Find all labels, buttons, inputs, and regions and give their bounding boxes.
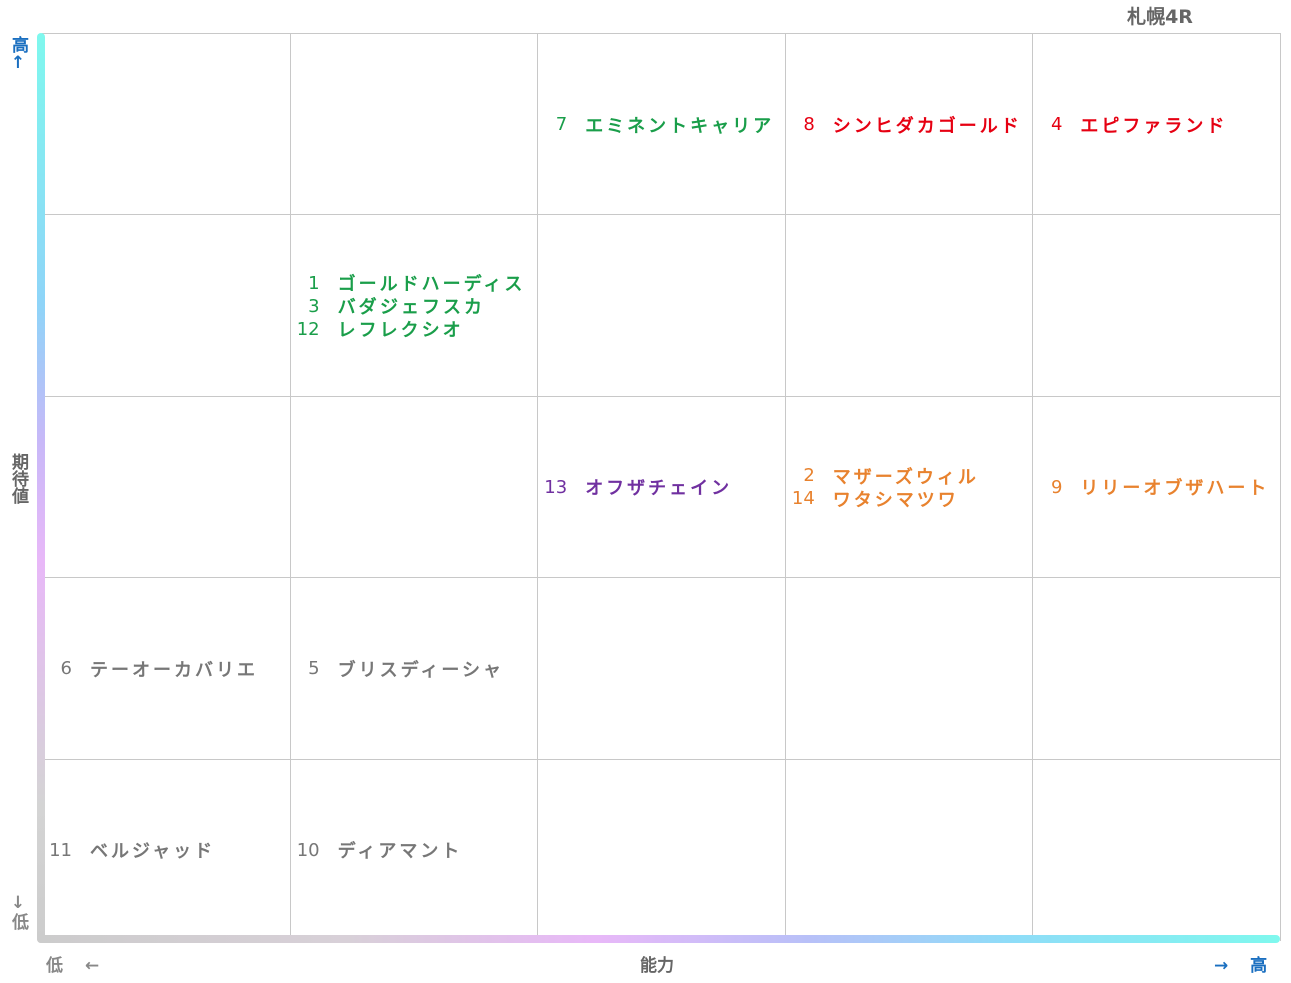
entry-name: ゴールドハーディス (337, 274, 526, 296)
cell (1032, 758, 1281, 941)
entry-number: 9 (1050, 476, 1063, 498)
entry-number: 1 (308, 272, 320, 294)
entry-number: 7 (555, 114, 568, 136)
entry-number: 6 (60, 658, 72, 680)
cell (289, 395, 539, 579)
entry-number: 4 (1050, 114, 1063, 136)
entry-name: レフレクシオ (337, 320, 464, 342)
entry: 8 シンヒダカゴールド (785, 113, 1033, 137)
title: 札幌4R (1127, 6, 1193, 28)
cell (42, 395, 291, 579)
cell (537, 214, 786, 397)
cell (42, 214, 291, 397)
cell (289, 33, 539, 216)
entry: 2 マザーズウィル (785, 464, 1033, 488)
entry: 14 ワタシマツワ (785, 487, 1033, 511)
cell: 2 マザーズウィル 14 ワタシマツワ (784, 395, 1034, 579)
entry: 13 オフザチェイン (537, 476, 785, 500)
entry-name: テーオーカバリエ (90, 659, 258, 681)
x-axis-bar (37, 935, 1280, 943)
entry-name: エミネントキャリア (585, 115, 775, 137)
cell: 9 リリーオブザハート (1032, 395, 1281, 579)
y-axis-bottom: ↓低 (8, 893, 28, 930)
x-axis-right: → 高 (1214, 956, 1276, 976)
y-axis-top: 高↑ (8, 36, 28, 73)
entry-name: エピファランド (1080, 115, 1228, 137)
cell (42, 33, 291, 216)
entry-name: リリーオブザハート (1080, 478, 1270, 500)
cell: 8 シンヒダカゴールド (784, 33, 1034, 216)
entry: 6 テーオーカバリエ (42, 657, 290, 681)
x-axis-label: 能力 (640, 956, 674, 976)
entry-name: ワタシマツワ (832, 489, 959, 511)
entry-number: 5 (308, 658, 320, 680)
cell: 1 ゴールドハーディス 3 バダジェフスカ 12 レフレクシオ (289, 214, 539, 397)
entry: 5 ブリスディーシャ (290, 657, 538, 681)
entry-name: シンヒダカゴールド (832, 115, 1022, 137)
entry-number: 2 (803, 465, 815, 487)
cell (1032, 577, 1281, 760)
entry-name: オフザチェイン (585, 478, 733, 500)
cell: 10 ディアマント (289, 758, 539, 941)
cell (1032, 214, 1281, 397)
entry-name: ブリスディーシャ (337, 659, 504, 681)
entry: 3 バダジェフスカ (290, 295, 538, 319)
entry-name: マザーズウィル (832, 466, 979, 488)
entry-number: 13 (544, 476, 568, 498)
entry: 9 リリーオブザハート (1032, 476, 1280, 500)
entry-number: 14 (791, 488, 815, 510)
cell: 13 オフザチェイン (537, 395, 786, 579)
entry-number: 3 (308, 295, 320, 317)
entry-name: ディアマント (337, 841, 463, 863)
entry-number: 8 (803, 114, 815, 136)
entry: 4 エピファランド (1032, 113, 1280, 137)
cell (784, 214, 1034, 397)
y-axis-label: 期待値 (8, 453, 28, 504)
entry-name: ベルジャッド (90, 841, 216, 863)
y-axis-bar (37, 33, 45, 943)
entry: 10 ディアマント (290, 839, 538, 863)
grid: 7 エミネントキャリア 8 シンヒダカゴールド 4 エピファランド 1 ゴールドハーディス 3 バ… (42, 33, 1281, 941)
entry: 7 エミネントキャリア (537, 113, 785, 137)
entry: 11 ベルジャッド (42, 839, 290, 863)
cell: 7 エミネントキャリア (537, 33, 786, 216)
entry-number: 10 (296, 839, 320, 861)
cell (784, 758, 1034, 941)
cell: 6 テーオーカバリエ (42, 577, 291, 760)
cell: 11 ベルジャッド (42, 758, 291, 941)
x-axis-left: 低 ← (46, 956, 108, 976)
entry: 1 ゴールドハーディス (290, 272, 538, 296)
entry-number: 11 (49, 839, 72, 861)
entry-number: 12 (296, 318, 320, 340)
entry-name: バダジェフスカ (337, 297, 485, 319)
cell (784, 577, 1034, 760)
cell: 5 ブリスディーシャ (289, 577, 539, 760)
cell (537, 577, 786, 760)
cell (537, 758, 786, 941)
entry: 12 レフレクシオ (290, 318, 538, 342)
cell: 4 エピファランド (1032, 33, 1281, 216)
